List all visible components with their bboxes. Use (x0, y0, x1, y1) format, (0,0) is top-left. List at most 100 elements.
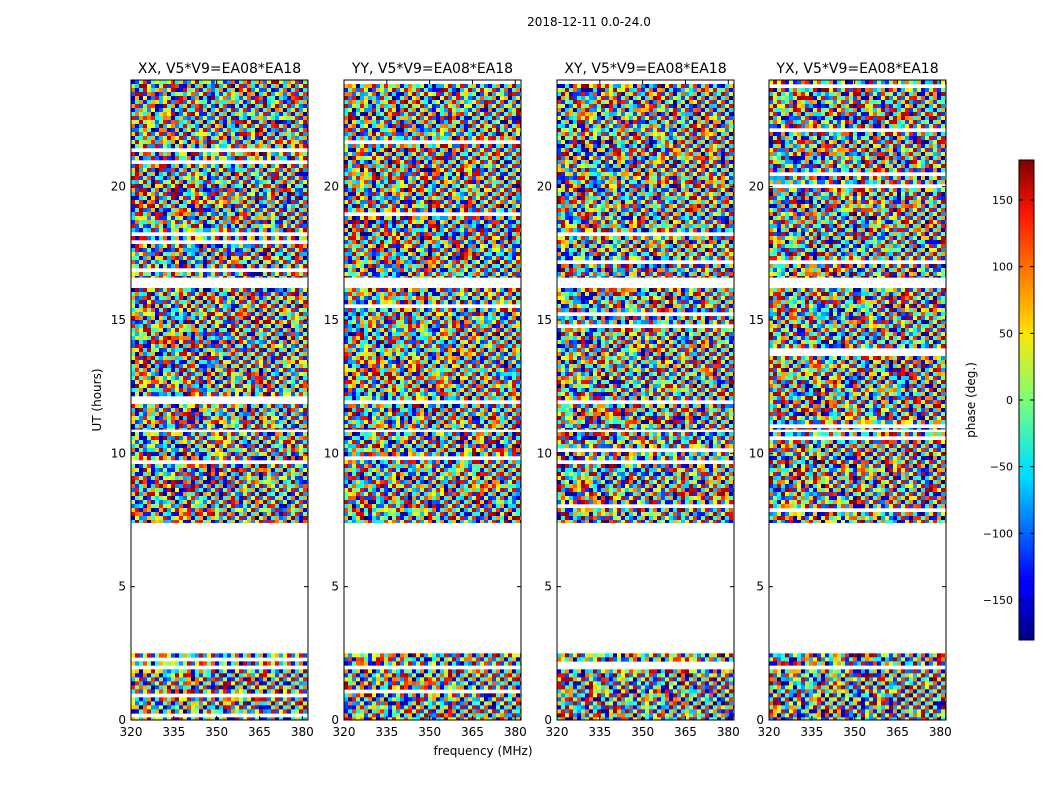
heatmap-cell (251, 320, 256, 325)
heatmap-cell (139, 456, 144, 461)
heatmap-cell (167, 104, 172, 109)
heatmap-cell (191, 116, 196, 121)
heatmap-cell (243, 308, 248, 313)
heatmap-cell (291, 388, 296, 393)
heatmap-cell (175, 88, 180, 93)
heatmap-cell (247, 512, 252, 517)
heatmap-cell (295, 108, 300, 113)
heatmap-cell (283, 376, 288, 381)
heatmap-cell (207, 697, 212, 702)
heatmap-cell (163, 188, 168, 193)
heatmap-cell (211, 476, 216, 481)
heatmap-cell (283, 689, 288, 694)
heatmap-cell (271, 192, 276, 197)
heatmap-cell (215, 452, 220, 457)
heatmap-cell (195, 344, 200, 349)
heatmap-cell (247, 500, 252, 505)
heatmap-cell (263, 112, 268, 117)
heatmap-cell (195, 332, 200, 337)
heatmap-cell (131, 224, 136, 229)
heatmap-cell (131, 100, 136, 105)
heatmap-cell (155, 388, 160, 393)
heatmap-cell (183, 344, 188, 349)
heatmap-cell (279, 480, 284, 485)
heatmap-cell (271, 236, 276, 241)
heatmap-cell (183, 516, 188, 521)
heatmap-cell (227, 208, 232, 213)
heatmap-cell (275, 388, 280, 393)
heatmap-cell (235, 212, 240, 217)
heatmap-cell (143, 661, 148, 666)
heatmap-cell (247, 685, 252, 690)
heatmap-cell (139, 192, 144, 197)
heatmap-cell (139, 424, 144, 429)
heatmap-cell (299, 192, 304, 197)
heatmap-cell (143, 404, 148, 409)
heatmap-cell (163, 200, 168, 205)
heatmap-cell (299, 428, 304, 430)
heatmap-cell (295, 380, 300, 385)
heatmap-cell (303, 436, 308, 441)
heatmap-cell (251, 140, 256, 145)
heatmap-cell (187, 380, 192, 385)
heatmap-cell (207, 176, 212, 181)
heatmap-cell (267, 288, 272, 293)
heatmap-cell (303, 228, 308, 233)
heatmap-cell (179, 388, 184, 393)
heatmap-cell (287, 344, 292, 349)
heatmap-cell (143, 312, 148, 317)
heatmap-cell (207, 424, 212, 429)
heatmap-cell (279, 717, 284, 721)
heatmap-cell (263, 653, 268, 658)
heatmap-cell (183, 376, 188, 381)
heatmap-cell (199, 88, 204, 93)
heatmap-cell (203, 252, 208, 257)
heatmap-cell (135, 500, 140, 505)
heatmap-cell (215, 100, 220, 105)
heatmap-cell (255, 308, 260, 313)
heatmap-cell (247, 120, 252, 125)
heatmap-cell (187, 96, 192, 101)
heatmap-cell (199, 164, 204, 169)
heatmap-cell (287, 260, 292, 265)
heatmap-cell (227, 404, 232, 409)
heatmap-cell (287, 180, 292, 185)
heatmap-cell (227, 376, 232, 381)
heatmap-cell (207, 432, 212, 437)
heatmap-cell (303, 360, 308, 365)
heatmap-cell (171, 288, 176, 293)
heatmap-cell (131, 472, 136, 477)
heatmap-cell (219, 392, 224, 397)
heatmap-cell (243, 661, 248, 666)
heatmap-cell (243, 356, 248, 361)
heatmap-cell (247, 152, 252, 157)
heatmap-cell (155, 500, 160, 505)
heatmap-cell (227, 348, 232, 353)
heatmap-cell (239, 496, 244, 501)
heatmap-cell (131, 184, 136, 189)
heatmap-cell (275, 196, 280, 201)
heatmap-cell (163, 492, 168, 497)
heatmap-cell (299, 444, 304, 449)
heatmap-cell (251, 252, 256, 257)
heatmap-cell (303, 681, 308, 686)
heatmap-cell (271, 136, 276, 141)
heatmap-cell (163, 520, 168, 523)
heatmap-cell (251, 120, 256, 125)
heatmap-cell (215, 92, 220, 97)
heatmap-cell (303, 220, 308, 225)
heatmap-cell (283, 404, 288, 409)
heatmap-cell (171, 336, 176, 341)
heatmap-cell (131, 360, 136, 365)
heatmap-cell (207, 388, 212, 393)
heatmap-cell (255, 669, 260, 674)
heatmap-cell (151, 208, 156, 213)
heatmap-cell (231, 248, 236, 253)
heatmap-cell (219, 701, 224, 706)
heatmap-cell (231, 188, 236, 193)
heatmap-cell (239, 709, 244, 714)
heatmap-cell (299, 308, 304, 313)
heatmap-cell (231, 452, 236, 457)
heatmap-cell (271, 312, 276, 317)
heatmap-cell (211, 300, 216, 305)
